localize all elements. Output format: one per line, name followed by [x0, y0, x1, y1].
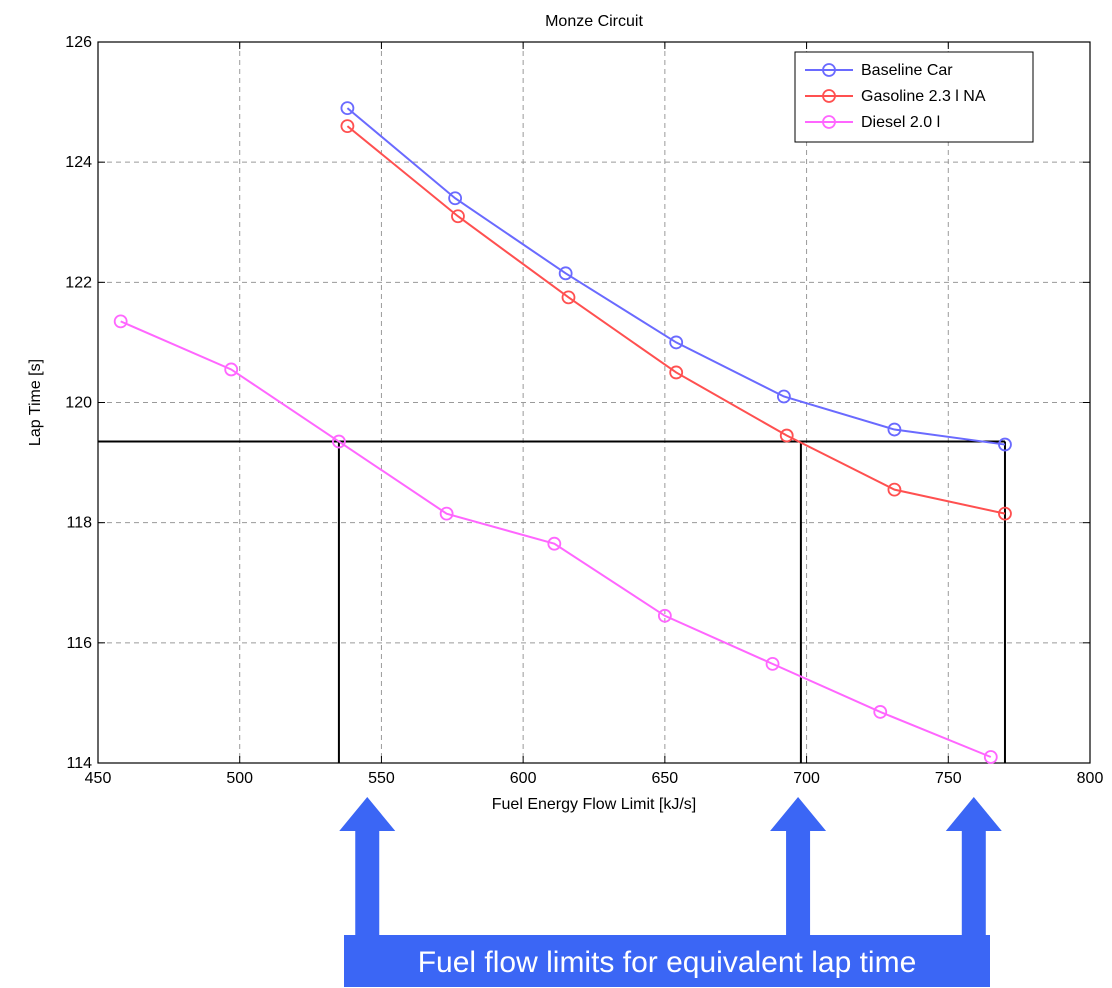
legend-entry: Gasoline 2.3 l NA	[805, 88, 986, 105]
y-tick-label: 122	[65, 274, 92, 291]
y-tick-label: 118	[66, 515, 92, 532]
x-tick-label: 800	[1077, 770, 1104, 787]
x-tick-label: 450	[85, 770, 112, 787]
data-point	[765, 656, 780, 671]
data-point	[448, 191, 463, 206]
data-point	[439, 506, 454, 521]
y-axis-label: Lap Time [s]	[27, 359, 44, 446]
legend-entry: Diesel 2.0 l	[805, 114, 940, 131]
data-point	[561, 290, 576, 305]
data-point	[776, 389, 791, 404]
up-arrow	[339, 797, 396, 937]
x-tick-label: 500	[226, 770, 253, 787]
data-point	[332, 434, 346, 449]
series-1	[340, 101, 1012, 452]
series-3	[113, 314, 998, 764]
series-line	[346, 107, 1006, 446]
data-point	[558, 266, 573, 281]
data-point	[998, 506, 1012, 521]
x-tick-label: 650	[652, 770, 679, 787]
data-point	[113, 314, 128, 329]
legend-entry: Baseline Car	[805, 62, 953, 79]
data-point	[779, 428, 794, 443]
data-point	[998, 437, 1012, 452]
data-point	[340, 101, 355, 115]
x-tick-label: 700	[793, 770, 820, 787]
grid-lines	[98, 42, 1090, 763]
data-point	[224, 362, 239, 377]
up-arrow	[770, 797, 827, 937]
legend: Baseline Car Gasoline 2.3 l NA Diesel 2.0 …	[794, 51, 1034, 143]
y-tick-label: 120	[65, 395, 92, 412]
x-tick-label: 750	[935, 770, 962, 787]
legend-marker	[822, 115, 836, 129]
data-point	[340, 119, 355, 134]
data-point	[669, 335, 684, 350]
x-tick-label: 550	[368, 770, 395, 787]
y-tick-label: 126	[65, 34, 92, 51]
series-line	[346, 125, 1006, 515]
data-point	[547, 536, 562, 551]
y-tick-label: 114	[66, 755, 92, 772]
series-line	[120, 320, 992, 758]
annotation-text: Fuel flow limits for equivalent lap time	[418, 946, 917, 979]
data-point	[983, 750, 998, 764]
data-point	[451, 209, 465, 224]
data-point	[887, 422, 902, 437]
annotation-banner	[344, 935, 990, 987]
data-point	[873, 705, 888, 719]
legend-label: Baseline Car	[861, 62, 953, 79]
up-arrow	[945, 797, 1002, 937]
series-2	[340, 119, 1012, 521]
axis-ticks: 450 500 550 600 650 700 750 800 114 116 118 120 122 1…	[65, 34, 1103, 787]
data-point	[657, 608, 672, 623]
data-point	[887, 482, 902, 497]
chart-title: Monze Circuit	[545, 13, 643, 30]
reference-lines	[98, 440, 1006, 763]
legend-label: Diesel 2.0 l	[861, 114, 940, 131]
y-tick-label: 124	[65, 154, 92, 171]
annotation: Fuel flow limits for equivalent lap time	[339, 797, 1002, 987]
legend-marker	[822, 63, 836, 77]
legend-label: Gasoline 2.3 l NA	[861, 88, 986, 105]
x-axis-label: Fuel Energy Flow Limit [kJ/s]	[492, 796, 697, 813]
data-point	[669, 365, 684, 380]
series-group	[113, 101, 1012, 764]
x-tick-label: 600	[510, 770, 537, 787]
legend-marker	[822, 89, 836, 103]
y-tick-label: 116	[66, 635, 92, 652]
